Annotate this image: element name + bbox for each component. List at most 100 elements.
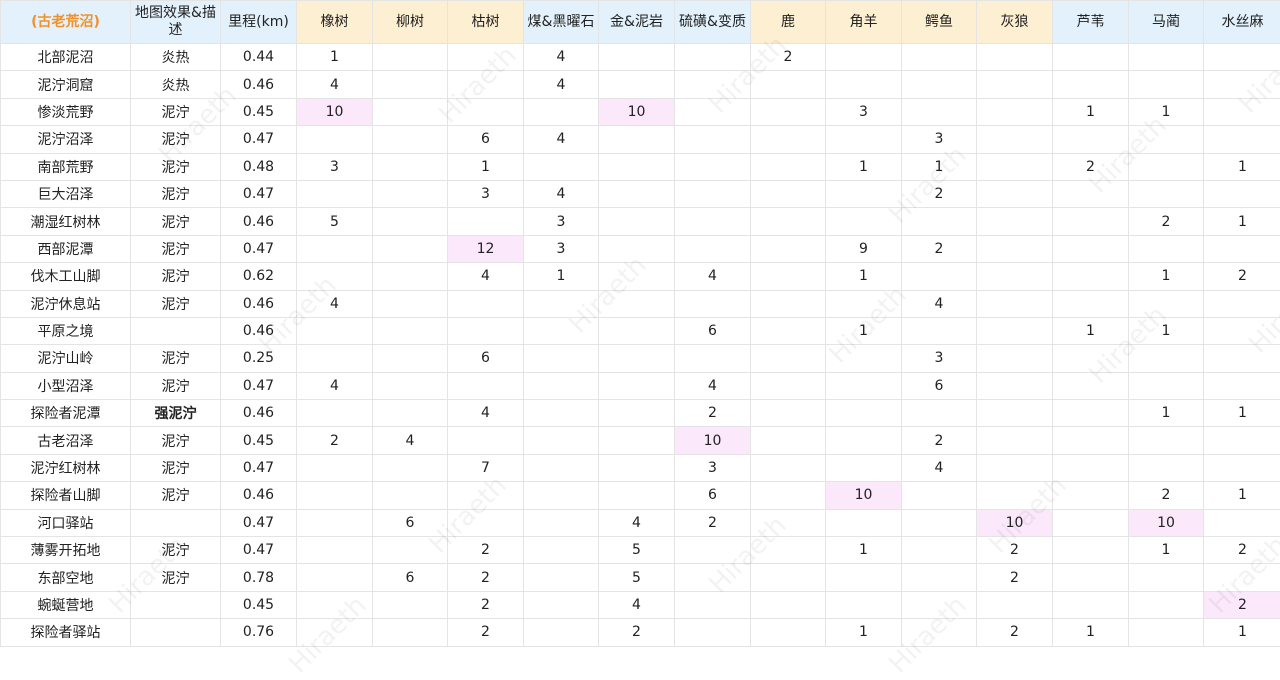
resource-count-cell[interactable] [977,153,1053,180]
resource-count-cell[interactable] [977,427,1053,454]
resource-count-cell[interactable]: 6 [675,317,751,344]
resource-count-cell[interactable] [1053,345,1129,372]
resource-count-cell[interactable] [977,263,1053,290]
resource-count-cell[interactable]: 2 [902,427,977,454]
resource-count-cell[interactable]: 6 [675,482,751,509]
resource-count-cell[interactable] [448,290,524,317]
column-header[interactable]: 灰狼 [977,1,1053,44]
distance-cell[interactable]: 0.47 [221,180,297,207]
distance-cell[interactable]: 0.47 [221,509,297,536]
map-effect-cell[interactable]: 泥泞 [131,208,221,235]
resource-count-cell[interactable] [373,71,448,98]
resource-count-cell[interactable]: 4 [524,126,599,153]
resource-count-cell[interactable] [1129,454,1204,481]
resource-count-cell[interactable] [1053,71,1129,98]
resource-count-cell[interactable] [675,208,751,235]
resource-count-cell[interactable]: 4 [524,71,599,98]
resource-count-cell[interactable] [977,180,1053,207]
resource-count-cell[interactable]: 4 [599,509,675,536]
resource-count-cell[interactable]: 4 [675,263,751,290]
resource-count-cell[interactable]: 4 [524,44,599,71]
resource-count-cell[interactable] [826,126,902,153]
resource-count-cell[interactable] [373,153,448,180]
resource-count-cell[interactable] [524,290,599,317]
resource-count-cell[interactable]: 3 [902,345,977,372]
resource-count-cell[interactable] [373,126,448,153]
resource-count-cell[interactable]: 2 [902,235,977,262]
distance-cell[interactable]: 0.48 [221,153,297,180]
distance-cell[interactable]: 0.46 [221,71,297,98]
map-effect-cell[interactable]: 泥泞 [131,372,221,399]
resource-count-cell[interactable]: 1 [902,153,977,180]
location-name-cell[interactable]: 泥泞洞窟 [1,71,131,98]
resource-count-cell[interactable] [1204,98,1280,125]
resource-count-cell[interactable] [599,71,675,98]
resource-count-cell[interactable]: 6 [448,345,524,372]
resource-count-cell[interactable] [826,44,902,71]
resource-count-cell[interactable]: 4 [902,454,977,481]
resource-count-cell[interactable] [675,44,751,71]
distance-cell[interactable]: 0.46 [221,482,297,509]
resource-count-cell[interactable] [826,427,902,454]
distance-cell[interactable]: 0.47 [221,126,297,153]
column-header[interactable]: 芦苇 [1053,1,1129,44]
resource-count-cell[interactable]: 3 [826,98,902,125]
resource-count-cell[interactable]: 4 [675,372,751,399]
resource-count-cell[interactable]: 4 [297,372,373,399]
resource-count-cell[interactable] [902,564,977,591]
resource-count-cell[interactable] [751,427,826,454]
resource-count-cell[interactable] [1129,345,1204,372]
resource-count-cell[interactable]: 4 [373,427,448,454]
resource-count-cell[interactable] [524,372,599,399]
resource-count-cell[interactable] [297,564,373,591]
location-name-cell[interactable]: 探险者山脚 [1,482,131,509]
resource-count-cell[interactable]: 2 [977,537,1053,564]
resource-count-cell[interactable] [524,509,599,536]
resource-count-cell[interactable] [977,591,1053,618]
resource-count-cell[interactable] [1129,372,1204,399]
resource-count-cell[interactable]: 10 [675,427,751,454]
resource-count-cell[interactable] [1204,180,1280,207]
resource-count-cell[interactable] [1204,71,1280,98]
resource-count-cell[interactable] [1053,564,1129,591]
resource-count-cell[interactable]: 2 [751,44,826,71]
map-effect-cell[interactable]: 泥泞 [131,537,221,564]
resource-count-cell[interactable] [826,71,902,98]
resource-count-cell[interactable] [297,400,373,427]
resource-count-cell[interactable]: 10 [599,98,675,125]
resource-count-cell[interactable] [1129,619,1204,646]
resource-count-cell[interactable]: 4 [902,290,977,317]
map-effect-cell[interactable]: 泥泞 [131,235,221,262]
resource-count-cell[interactable] [902,71,977,98]
resource-count-cell[interactable] [1204,509,1280,536]
resource-count-cell[interactable]: 6 [373,564,448,591]
resource-count-cell[interactable] [448,71,524,98]
resource-count-cell[interactable] [902,591,977,618]
resource-count-cell[interactable]: 1 [1129,317,1204,344]
resource-count-cell[interactable] [826,345,902,372]
resource-count-cell[interactable]: 2 [1204,537,1280,564]
resource-count-cell[interactable] [599,345,675,372]
resource-count-cell[interactable] [751,619,826,646]
resource-count-cell[interactable] [826,208,902,235]
resource-count-cell[interactable]: 2 [675,400,751,427]
location-name-cell[interactable]: 南部荒野 [1,153,131,180]
resource-count-cell[interactable] [1204,345,1280,372]
resource-count-cell[interactable] [373,317,448,344]
resource-count-cell[interactable] [373,537,448,564]
resource-count-cell[interactable] [1129,44,1204,71]
resource-count-cell[interactable] [599,372,675,399]
distance-cell[interactable]: 0.44 [221,44,297,71]
map-effect-cell[interactable]: 泥泞 [131,427,221,454]
distance-cell[interactable]: 0.76 [221,619,297,646]
distance-cell[interactable]: 0.62 [221,263,297,290]
column-header[interactable]: 地图效果&描述 [131,1,221,44]
column-header[interactable]: 硫磺&变质 [675,1,751,44]
resource-count-cell[interactable]: 2 [448,537,524,564]
map-effect-cell[interactable]: 强泥泞 [131,400,221,427]
resource-count-cell[interactable] [1053,509,1129,536]
resource-count-cell[interactable] [524,400,599,427]
distance-cell[interactable]: 0.45 [221,591,297,618]
map-effect-cell[interactable]: 炎热 [131,71,221,98]
resource-count-cell[interactable] [751,482,826,509]
